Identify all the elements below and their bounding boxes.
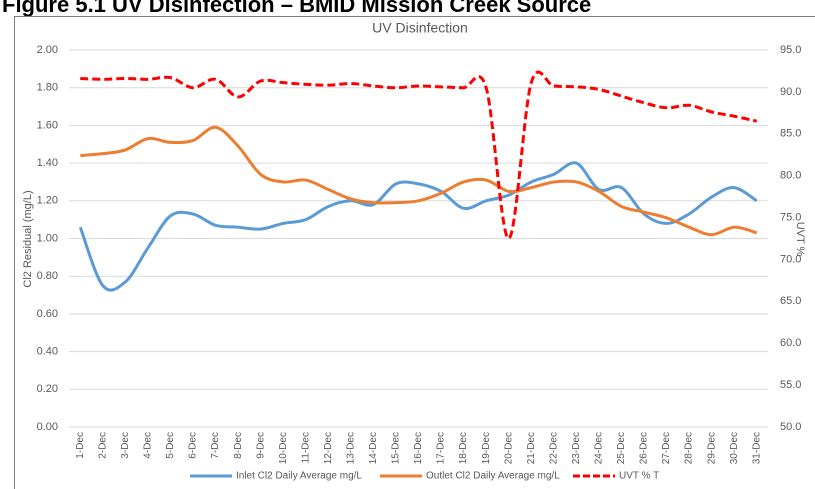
x-tick-label: 17-Dec [436, 432, 447, 464]
x-tick-label: 23-Dec [571, 432, 582, 464]
x-tick-label: 1-Dec [75, 432, 86, 459]
x-tick-label: 21-Dec [526, 432, 537, 464]
x-tick-label: 26-Dec [639, 432, 650, 464]
y-tick-label: 1.80 [37, 82, 58, 94]
x-tick-label: 10-Dec [278, 432, 289, 464]
x-tick-label: 22-Dec [548, 432, 559, 464]
x-tick-label: 2-Dec [97, 432, 108, 459]
y2-tick-label: 80.0 [780, 170, 801, 182]
y-tick-label: 0.60 [37, 308, 58, 320]
y-tick-label: 0.40 [37, 346, 58, 358]
y-tick-label: 1.40 [37, 157, 58, 169]
legend-label: Inlet Cl2 Daily Average mg/L [236, 471, 362, 482]
x-tick-label: 28-Dec [684, 432, 695, 464]
x-tick-label: 8-Dec [233, 432, 244, 459]
x-tick-label: 4-Dec [143, 432, 154, 459]
x-tick-label: 6-Dec [188, 432, 199, 459]
x-tick-label: 27-Dec [661, 432, 672, 464]
x-tick-label: 13-Dec [345, 432, 356, 464]
y2-tick-label: 70.0 [780, 253, 801, 265]
x-tick-label: 19-Dec [481, 432, 492, 464]
x-tick-label: 5-Dec [165, 432, 176, 459]
x-tick-label: 25-Dec [616, 432, 627, 464]
x-tick-label: 30-Dec [729, 432, 740, 464]
x-tick-label: 3-Dec [120, 432, 131, 459]
y2-tick-label: 55.0 [780, 379, 801, 391]
x-tick-label: 9-Dec [255, 432, 266, 459]
series-line [78, 161, 758, 292]
y-tick-label: 1.20 [37, 195, 58, 207]
y2-tick-label: 50.0 [780, 421, 801, 433]
x-tick-label: 16-Dec [413, 432, 424, 464]
y2-tick-label: 85.0 [780, 128, 801, 140]
x-tick-label: 7-Dec [210, 432, 221, 459]
x-tick-label: 31-Dec [751, 432, 762, 464]
x-tick-label: 18-Dec [458, 432, 469, 464]
y2-tick-label: 95.0 [780, 44, 801, 56]
y2-tick-label: 65.0 [780, 295, 801, 307]
chart-title: UV Disinfection [372, 20, 468, 36]
y-tick-label: 1.60 [37, 119, 58, 131]
y-tick-label: 0.20 [37, 383, 58, 395]
series-line [80, 125, 758, 237]
x-tick-label: 11-Dec [300, 432, 311, 464]
series-line [80, 70, 758, 241]
y2-tick-label: 90.0 [780, 86, 801, 98]
y2-tick-label: 75.0 [780, 211, 801, 223]
legend-label: Outlet Cl2 Daily Average mg/L [426, 471, 560, 482]
chart-frame [14, 16, 815, 489]
y-tick-label: 0.80 [37, 270, 58, 282]
x-tick-label: 24-Dec [594, 432, 605, 464]
y2-tick-label: 60.0 [780, 337, 801, 349]
y-tick-label: 0.00 [37, 421, 58, 433]
legend-label: UVT % T [619, 471, 659, 482]
y-axis-title: Cl2 Residual (mg/L) [22, 190, 34, 287]
y2-axis-title: UVT % [794, 222, 806, 257]
x-tick-label: 20-Dec [503, 432, 514, 464]
y-tick-label: 2.00 [37, 44, 58, 56]
y-tick-label: 1.00 [37, 232, 58, 244]
heading: Figure 5.1 UV Disinfection – BMID Missio… [2, 0, 591, 17]
x-tick-label: 14-Dec [368, 432, 379, 464]
x-tick-label: 29-Dec [706, 432, 717, 464]
x-tick-label: 15-Dec [391, 432, 402, 464]
x-tick-label: 12-Dec [323, 432, 334, 464]
